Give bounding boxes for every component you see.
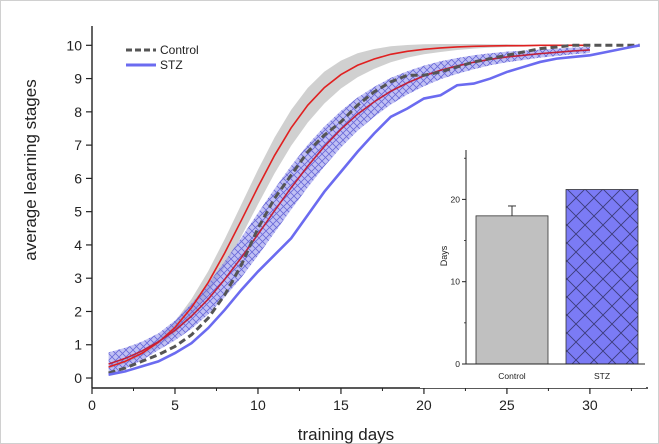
x-tick-label: 10 — [250, 397, 266, 413]
y-tick-label: 2 — [74, 303, 82, 319]
inset-axes: Control STZ 0 10 20 — [451, 150, 645, 381]
inset-category-label: STZ — [594, 371, 610, 381]
y-tick-label: 0 — [74, 370, 82, 386]
y-tick-label: 9 — [74, 71, 82, 87]
control-fit-curve — [108, 44, 590, 368]
fit-curves — [108, 44, 590, 368]
stz-series-line — [108, 44, 640, 376]
x-axis-label: training days — [298, 425, 394, 444]
data-series — [108, 43, 640, 376]
inset-bars — [475, 189, 639, 365]
y-tick-label: 7 — [74, 137, 82, 153]
x-tick-label: 20 — [416, 397, 432, 413]
inset-y-tick-label: 10 — [451, 277, 461, 287]
y-tick-label: 3 — [74, 270, 82, 286]
y-tick-label: 1 — [74, 337, 82, 353]
stz-fit-curve — [108, 49, 590, 365]
x-tick-label: 30 — [582, 397, 598, 413]
main-plot: 0 5 10 15 20 25 30 0 1 2 3 4 5 6 7 8 9 10 training days a… — [21, 26, 648, 444]
x-tick-label: 0 — [88, 397, 96, 413]
x-tick-label: 25 — [499, 397, 515, 413]
x-tick-label: 15 — [333, 397, 349, 413]
y-tick-label: 4 — [74, 237, 82, 253]
legend-label-stz: STZ — [160, 58, 183, 72]
inset-y-tick-label: 20 — [451, 194, 461, 204]
y-tick-label: 5 — [74, 204, 82, 220]
inset-bar-control — [475, 215, 549, 365]
y-tick-label: 10 — [66, 37, 82, 53]
x-tick-label: 5 — [171, 397, 179, 413]
y-tick-label: 8 — [74, 104, 82, 120]
inset-category-label: Control — [498, 371, 526, 381]
inset-y-tick-label: 0 — [455, 359, 460, 369]
inset-bar-chart: Control STZ 0 10 20 Days — [420, 136, 646, 388]
y-axis-label: average learning stages — [21, 79, 40, 260]
legend-label-control: Control — [160, 43, 199, 57]
inset-y-axis-label: Days — [439, 245, 449, 266]
y-tick-label: 6 — [74, 170, 82, 186]
control-series-line — [108, 43, 640, 375]
inset-bar-stz — [565, 189, 639, 365]
